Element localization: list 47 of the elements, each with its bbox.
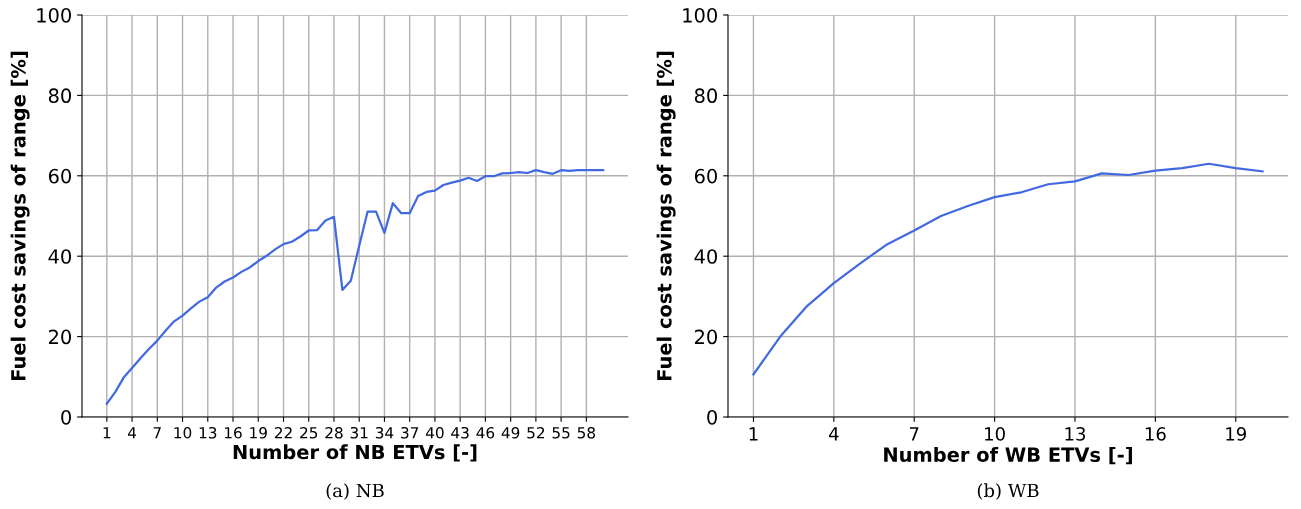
x-tick-label: 19 — [250, 426, 267, 439]
x-tick-label: 40 — [425, 426, 444, 439]
x-tick-label: 1 — [749, 427, 758, 441]
x-tick-label: 4 — [127, 427, 137, 439]
line-series — [105, 169, 605, 405]
x-tick-label: 19 — [1226, 427, 1246, 441]
y-tick-label: 80 — [694, 88, 717, 104]
y-tick-label: 80 — [48, 88, 71, 104]
x-tick-label: 7 — [909, 427, 919, 441]
y-tick-label: 100 — [683, 7, 717, 23]
y-tick-label: 20 — [48, 329, 71, 345]
x-tick-label: 7 — [153, 427, 161, 439]
x-tick-label: 4 — [828, 427, 839, 441]
x-axis-title: Number of NB ETVs [-] — [233, 444, 477, 462]
x-tick-label: 55 — [552, 427, 570, 439]
y-axis-title: Fuel cost savings of range [%] — [656, 51, 676, 381]
y-tick-label: 40 — [48, 249, 71, 264]
text: (b) WB — [977, 483, 1039, 500]
x-tick-label: 16 — [1145, 427, 1166, 441]
x-tick-label: 37 — [401, 426, 419, 439]
x-tick-label: 13 — [199, 426, 217, 439]
x-tick-label: 1 — [103, 427, 111, 439]
x-tick-label: 10 — [985, 427, 1005, 441]
x-tick-label: 13 — [1065, 427, 1086, 441]
x-tick-label: 52 — [527, 426, 545, 439]
x-tick-label: 25 — [300, 426, 318, 439]
line-series — [752, 162, 1264, 376]
x-tick-label: 16 — [224, 426, 242, 439]
y-tick-label: 100 — [37, 7, 71, 23]
y-tick-label: 0 — [707, 409, 717, 425]
text: (a) NB — [326, 483, 384, 500]
x-tick-label: 46 — [476, 426, 495, 439]
x-tick-label: 58 — [577, 426, 596, 439]
y-tick-label: 60 — [48, 168, 71, 184]
x-axis-title: Number of WB ETVs [-] — [884, 446, 1132, 465]
x-tick-label: 10 — [174, 426, 192, 439]
y-tick-label: 40 — [694, 249, 717, 264]
y-tick-label: 0 — [61, 409, 71, 425]
x-tick-label: 43 — [451, 426, 469, 439]
x-tick-label: 22 — [274, 426, 292, 439]
x-tick-label: 31 — [350, 426, 368, 439]
y-axis-title: Fuel cost savings of range [%] — [10, 51, 30, 381]
y-tick-label: 20 — [694, 329, 717, 345]
y-tick-label: 60 — [694, 168, 717, 184]
x-tick-label: 28 — [325, 426, 343, 439]
x-tick-label: 34 — [375, 426, 394, 439]
x-tick-label: 49 — [501, 426, 520, 439]
